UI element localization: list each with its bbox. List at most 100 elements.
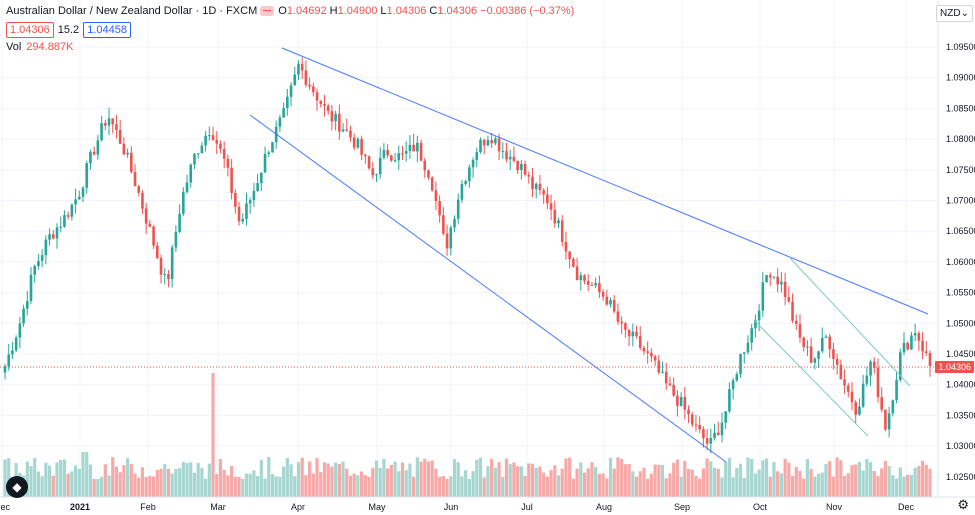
volume-bar — [274, 476, 278, 497]
candle-body — [427, 170, 430, 178]
volume-bar — [527, 463, 531, 497]
volume-bar — [772, 462, 776, 497]
candle-body — [913, 333, 917, 336]
candle-body — [375, 174, 378, 176]
candle-body — [89, 151, 92, 164]
candle-body — [516, 160, 519, 171]
volume-bar — [623, 464, 627, 497]
candle-body — [390, 155, 393, 161]
candle-body — [167, 273, 170, 280]
time-axis[interactable]: Dec 2021 Feb Mar Apr May Jun Jul Aug Sep Oct Nov Dec — [0, 502, 914, 512]
volume-bar — [40, 476, 44, 497]
candle-body — [609, 300, 612, 305]
buy-price-button[interactable]: 1.04458 — [83, 22, 131, 38]
volume-bar — [698, 478, 702, 497]
candle-body — [828, 336, 831, 350]
volume-bar — [605, 478, 609, 497]
candle-body — [895, 380, 898, 401]
channel-lower-line[interactable] — [753, 319, 869, 437]
volume-bar — [25, 461, 29, 497]
volume-bar — [738, 463, 743, 497]
volume-bar — [334, 462, 338, 497]
volume-bar — [233, 476, 237, 497]
tradingview-logo-icon[interactable]: ◆ — [6, 476, 28, 498]
price-axis[interactable]: 1.09500 1.09000 1.08500 1.08000 1.07500 1.070… — [946, 42, 975, 482]
lower-trendline[interactable] — [249, 114, 727, 463]
candle-body — [55, 227, 59, 239]
candle-body — [716, 432, 720, 436]
candle-body — [794, 320, 798, 324]
candle-body — [765, 275, 768, 283]
candle-body — [575, 266, 579, 281]
candle-body — [7, 354, 11, 367]
spread-value: 15.2 — [57, 24, 80, 36]
candle-body — [174, 232, 178, 248]
volume-bar — [924, 464, 928, 497]
candle-body — [438, 201, 441, 216]
candle-body — [479, 139, 482, 153]
upper-trendline[interactable] — [281, 47, 929, 315]
candle-body — [884, 409, 887, 430]
volume-bar — [608, 457, 613, 497]
candle-body — [323, 104, 326, 106]
volume-bar — [731, 477, 735, 497]
candle-body — [664, 371, 668, 384]
candle-body — [144, 208, 148, 224]
x-tick-label: Nov — [826, 502, 843, 512]
volume-bar — [475, 459, 479, 497]
volume-bar — [159, 468, 163, 497]
candle-body — [282, 108, 285, 118]
candle-body — [672, 384, 675, 396]
candle-body — [757, 310, 761, 321]
candle-body — [442, 215, 445, 234]
volume-bar — [590, 462, 594, 497]
volume-bar — [7, 458, 11, 497]
settings-gear-icon[interactable]: ⚙ — [957, 497, 969, 512]
y-tick-label: 1.09500 — [946, 42, 975, 52]
volume-bar — [400, 462, 405, 497]
volume-bar — [523, 475, 527, 497]
volume-bar — [285, 458, 289, 497]
candle-body — [193, 153, 196, 165]
candle-body — [590, 284, 594, 286]
candle-body — [278, 117, 282, 127]
y-tick-label: 1.08500 — [946, 103, 975, 113]
candle-body — [63, 215, 66, 227]
volume-bar — [133, 473, 137, 497]
volume-bar — [868, 462, 873, 497]
volume-bar — [798, 470, 802, 497]
candle-body — [486, 140, 490, 146]
volume-bar — [594, 467, 598, 497]
volume-bar — [296, 462, 301, 497]
candle-body — [96, 140, 100, 155]
candle-body — [549, 203, 553, 210]
candle-body — [490, 140, 493, 144]
candle-body — [720, 422, 724, 436]
volume-label[interactable]: Vol — [6, 41, 22, 53]
candle-body — [222, 148, 226, 159]
volume-bar — [311, 473, 315, 497]
candle-body — [122, 143, 126, 155]
volume-bar — [363, 475, 367, 497]
channel-upper-line[interactable] — [789, 257, 911, 387]
candle-body — [739, 353, 742, 375]
candle-body — [260, 172, 263, 184]
candle-body — [300, 63, 304, 71]
candle-body — [48, 234, 51, 240]
volume-bar — [883, 460, 888, 497]
currency-selector[interactable]: NZD⌄ — [936, 5, 973, 22]
candle-body — [564, 241, 568, 252]
candle-body — [185, 182, 189, 192]
candle-body — [252, 190, 256, 201]
candle-body — [152, 226, 155, 246]
candle-body — [835, 358, 839, 365]
sell-price-button[interactable]: 1.04306 — [6, 22, 54, 38]
volume-bar — [423, 458, 427, 497]
symbol-title[interactable]: Australian Dollar / New Zealand Dollar ·… — [6, 5, 258, 17]
volume-bar — [490, 458, 494, 497]
volume-bar — [657, 464, 661, 497]
candle-body — [869, 361, 872, 376]
eye-icon[interactable] — [260, 6, 275, 16]
trendlines[interactable] — [249, 47, 929, 463]
